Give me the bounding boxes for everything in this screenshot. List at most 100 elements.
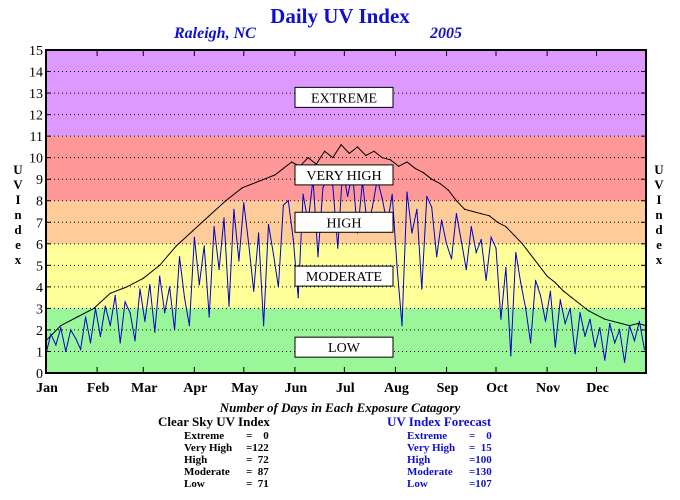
forecast-point [421, 288, 423, 290]
y-axis-label-letter: d [14, 222, 22, 237]
clear-sky-point [431, 178, 433, 180]
forecast-point [70, 329, 72, 331]
y-axis-label-letter: V [654, 177, 664, 192]
forecast-point [544, 320, 547, 322]
forecast-point [638, 320, 641, 322]
x-tick-label: Feb [87, 381, 110, 396]
forecast-point [287, 200, 289, 202]
forecast-point [193, 236, 195, 238]
forecast-point [149, 284, 151, 286]
forecast-point [188, 325, 191, 327]
stats-value: =122 [246, 442, 269, 454]
forecast-point [223, 217, 225, 219]
y-axis-label-letter: U [654, 162, 664, 177]
clear-sky-point [241, 187, 243, 189]
clear-sky-point [365, 154, 367, 157]
x-tick-label: Mar [131, 381, 157, 396]
forecast-point [238, 260, 240, 262]
forecast-point [470, 225, 472, 228]
forecast-point [406, 191, 408, 193]
forecast-point [381, 197, 383, 200]
band-label-moderate: MODERATE [306, 270, 382, 285]
clear-sky-point [60, 325, 62, 327]
clear-sky-point [348, 152, 350, 154]
stats-value: =130 [469, 466, 492, 478]
forecast-point [109, 325, 111, 327]
stats-row: Moderate = 87 [184, 466, 269, 478]
forecast-point [480, 238, 482, 241]
forecast-point [262, 325, 265, 327]
chart-location: Raleigh, NC [174, 25, 256, 42]
forecast-point [515, 251, 517, 254]
forecast-point [455, 213, 458, 215]
forecast-point [391, 193, 393, 195]
forecast-point [169, 286, 171, 288]
forecast-point [183, 297, 186, 299]
forecast-point [465, 269, 467, 271]
forecast-point [50, 333, 52, 335]
y-tick-label: 5 [36, 259, 43, 274]
stats-label: Very High [184, 442, 233, 454]
clear-sky-point [472, 210, 474, 213]
y-tick-label: 2 [36, 324, 43, 339]
y-axis-label-letter: n [655, 207, 663, 222]
clear-sky-point [274, 174, 276, 176]
clear-sky-point [439, 182, 441, 185]
forecast-point [248, 243, 250, 245]
stats-value: = 72 [246, 454, 269, 466]
clear-sky-point [579, 303, 581, 305]
stats-label: Extreme [407, 430, 448, 442]
y-tick-label: 15 [29, 44, 43, 59]
clear-sky-point [447, 189, 449, 191]
forecast-point [129, 312, 131, 314]
forecast-point [144, 320, 146, 322]
y-tick-label: 7 [36, 216, 43, 231]
clear-sky-point [554, 281, 556, 284]
forecast-point [282, 204, 284, 206]
forecast-point [337, 247, 339, 249]
clear-sky-point [159, 264, 161, 266]
y-axis-label-letter: U [13, 162, 23, 177]
forecast-point [564, 322, 566, 325]
forecast-point [159, 275, 161, 277]
stats-row: Low = 71 [184, 478, 269, 490]
stats-label: Very High [407, 442, 456, 454]
y-axis-label-letter: d [655, 222, 663, 237]
x-tick-label: Dec [586, 381, 609, 396]
forecast-point [525, 307, 527, 309]
forecast-point [173, 329, 176, 331]
summary-title: Number of Days in Each Exposure Catagory [219, 400, 461, 415]
forecast-point [520, 281, 522, 284]
forecast-point [530, 342, 532, 344]
forecast-point [599, 327, 601, 329]
forecast-point [65, 350, 67, 353]
forecast-point [643, 348, 645, 350]
forecast-point [272, 253, 275, 256]
clear-sky-point [406, 161, 408, 163]
y-tick-label: 1 [36, 345, 43, 360]
y-tick-label: 12 [29, 109, 43, 124]
forecast-point [628, 325, 631, 327]
clear-sky-point [464, 208, 466, 210]
band-label-box [294, 211, 394, 233]
y-axis-label-letter: V [13, 177, 23, 192]
forecast-point [104, 305, 106, 307]
forecast-point [623, 361, 626, 363]
forecast-point [302, 193, 304, 195]
chart-year: 2005 [430, 25, 462, 42]
x-tick-label: Jun [285, 381, 308, 396]
y-axis-label-letter: n [14, 207, 22, 222]
forecast-point [75, 337, 77, 340]
forecast-point [80, 348, 82, 350]
forecast-point [609, 322, 611, 325]
forecast-point [317, 256, 319, 258]
y-axis-label-letter: e [656, 237, 662, 252]
clear-sky-point [208, 215, 210, 217]
clear-sky-point [307, 157, 309, 159]
y-tick-label: 9 [36, 173, 43, 188]
clear-sky-stats: Extreme = 0 Very High =122 High = 72 Moderate =… [184, 430, 269, 490]
clear-sky-point [225, 200, 227, 202]
clear-sky-heading: Clear Sky UV Index [158, 414, 270, 429]
